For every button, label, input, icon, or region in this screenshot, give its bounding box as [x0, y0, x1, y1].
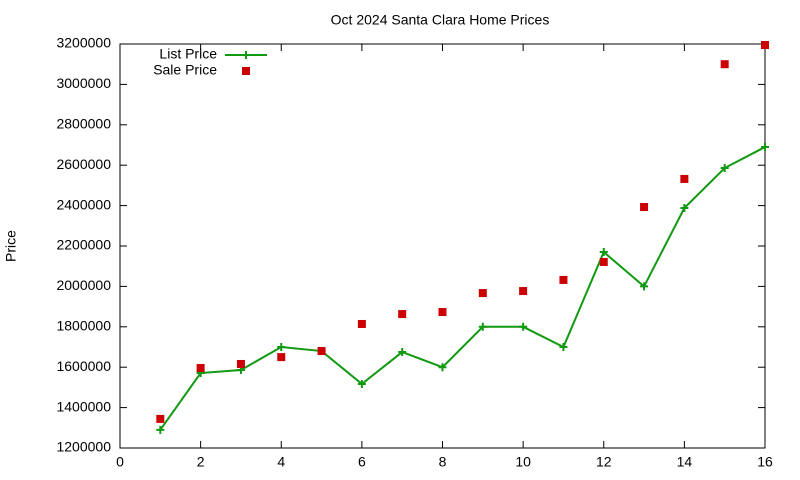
x-tick-label: 14 [677, 454, 693, 470]
y-tick-label: 3000000 [56, 75, 111, 91]
data-point [277, 353, 286, 362]
data-point [720, 164, 729, 173]
y-tick-label: 2800000 [56, 116, 111, 132]
y-tick-label: 1800000 [56, 318, 111, 334]
data-point [236, 359, 245, 368]
x-tick-label: 2 [197, 454, 205, 470]
data-point [761, 41, 769, 50]
data-point [398, 310, 407, 319]
x-tick-label: 0 [116, 454, 124, 470]
data-point [398, 348, 407, 357]
data-point [559, 275, 568, 284]
legend-marker [242, 51, 250, 59]
data-point [599, 248, 608, 257]
data-point [156, 414, 165, 423]
data-point [478, 289, 487, 298]
y-tick-label: 2000000 [56, 277, 111, 293]
y-tick-label: 2400000 [56, 196, 111, 212]
y-tick-label: 2600000 [56, 156, 111, 172]
legend-label: List Price [159, 46, 217, 62]
data-point [519, 322, 528, 331]
data-point [357, 319, 366, 328]
data-point [640, 282, 649, 291]
data-point [599, 257, 608, 266]
data-point [519, 287, 528, 296]
data-point [317, 347, 326, 356]
data-point [680, 174, 689, 183]
legend-label: Sale Price [153, 62, 217, 78]
data-point [438, 363, 447, 372]
data-point [156, 425, 165, 434]
x-tick-label: 8 [439, 454, 447, 470]
series-line [159, 146, 766, 431]
chart-title: Oct 2024 Santa Clara Home Prices [331, 12, 550, 28]
plot-frame [119, 43, 766, 449]
x-tick-label: 6 [358, 454, 366, 470]
x-tick-label: 16 [757, 454, 773, 470]
data-point [196, 364, 205, 373]
data-point [640, 203, 649, 212]
data-point [680, 204, 689, 213]
y-tick-label: 1400000 [56, 398, 111, 414]
x-tick-label: 4 [277, 454, 285, 470]
y-axis-label: Price [3, 230, 19, 262]
legend-marker [242, 67, 250, 75]
x-tick-label: 12 [596, 454, 612, 470]
data-point [357, 379, 366, 388]
data-point [559, 343, 568, 351]
data-point [478, 322, 487, 331]
y-tick-label: 1200000 [56, 439, 111, 455]
y-tick-label: 3200000 [56, 35, 111, 51]
x-tick-label: 10 [515, 454, 531, 470]
data-point [277, 343, 286, 351]
y-tick-label: 2200000 [56, 237, 111, 253]
data-point [720, 60, 729, 69]
data-point [438, 308, 447, 317]
y-tick-label: 1600000 [56, 358, 111, 374]
data-point [761, 143, 769, 152]
